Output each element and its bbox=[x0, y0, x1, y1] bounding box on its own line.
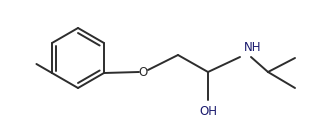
Text: OH: OH bbox=[199, 105, 217, 118]
Text: NH: NH bbox=[244, 41, 261, 54]
Text: O: O bbox=[138, 65, 148, 79]
